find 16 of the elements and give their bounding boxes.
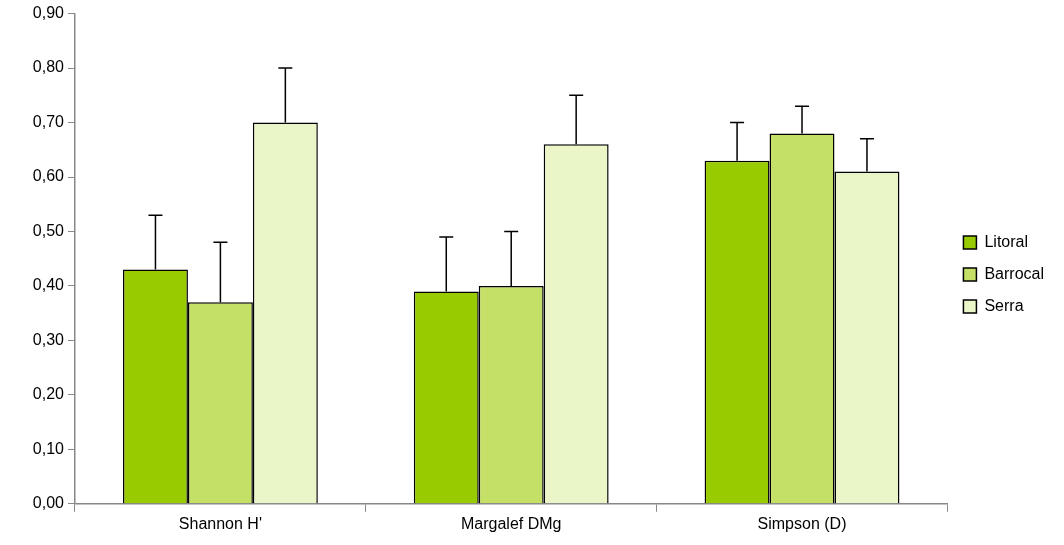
x-tick-label: Margalef DMg [460, 514, 562, 532]
y-tick-label: 0,30 [32, 330, 65, 348]
x-tick-label: Shannon H' [178, 514, 262, 532]
legend-label: Barrocal [984, 264, 1044, 282]
y-tick-label: 0,90 [32, 4, 65, 22]
y-tick-label: 0,40 [32, 276, 65, 294]
y-tick-label: 0,00 [32, 494, 65, 512]
legend-label: Serra [984, 296, 1024, 314]
x-tick-label: Simpson (D) [757, 514, 847, 532]
legend-label: Litoral [984, 232, 1028, 250]
y-tick-label: 0,60 [32, 167, 65, 185]
y-tick-label: 0,50 [32, 221, 65, 239]
y-tick-label: 0,80 [32, 58, 65, 76]
y-tick-label: 0,20 [32, 385, 65, 403]
y-tick-label: 0,10 [32, 439, 65, 457]
y-tick-label: 0,70 [32, 112, 65, 130]
